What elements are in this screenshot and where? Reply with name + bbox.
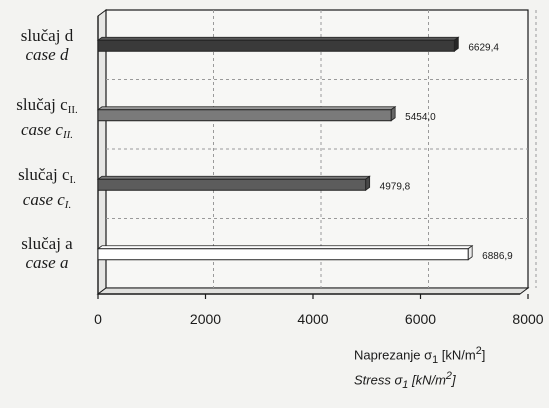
x-tick-label-3: 6000 [405, 311, 436, 327]
category-label-local: slučaj a [21, 234, 73, 254]
bar-value-label-1: 5454,0 [405, 112, 436, 123]
bar-2 [97, 178, 367, 191]
category-label-english: case cII. [20, 120, 74, 142]
category-label-1: slučaj cII. case cII. [4, 95, 90, 145]
category-label-english: case d [25, 44, 69, 64]
plot-floor [96, 287, 530, 295]
category-label-english: case a [25, 253, 69, 273]
x-tick-label-4: 8000 [512, 311, 543, 327]
category-label-local: slučaj d [20, 25, 74, 45]
bar-end-0 [453, 36, 459, 53]
bar-3 [97, 248, 469, 261]
x-tick-label-2: 4000 [297, 311, 328, 327]
bar-end-1 [390, 105, 396, 122]
x-axis-title: Naprezanje σ1 [kN/m2] Stress σ1 [kN/m2] [354, 343, 544, 393]
category-label-3: slučaj a case a [4, 234, 90, 272]
bar-1 [97, 109, 392, 122]
x-tick-label-0: 0 [94, 311, 102, 327]
category-label-local: slučaj cI. [18, 164, 76, 186]
bar-end-3 [467, 244, 473, 261]
category-label-local: slučaj cII. [16, 95, 78, 117]
bar-value-label-2: 4979,8 [380, 181, 411, 192]
bar-0 [97, 39, 455, 52]
x-axis-title-local: Naprezanje σ1 [kN/m2] [354, 345, 486, 366]
category-label-2: slučaj cI. case cI. [4, 165, 90, 215]
bar-end-2 [365, 175, 371, 192]
x-tick-label-1: 2000 [190, 311, 221, 327]
category-label-0: slučaj d case d [4, 26, 90, 64]
bar-value-label-3: 6886,9 [482, 251, 513, 262]
bar-value-label-0: 6629,4 [468, 42, 499, 53]
category-label-english: case cI. [22, 189, 72, 211]
x-axis-title-english: Stress σ1 [kN/m2] [354, 369, 456, 391]
